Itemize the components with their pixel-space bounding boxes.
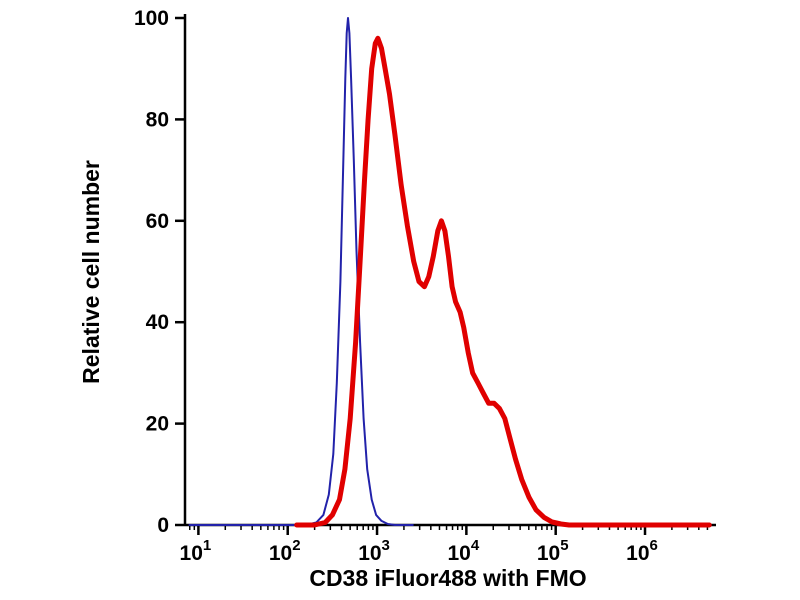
- x-axis-title: CD38 iFluor488 with FMO: [309, 565, 586, 591]
- x-tick-label: 105: [537, 537, 569, 565]
- x-tick-label: 103: [358, 537, 390, 565]
- curve-cd38-ifluor488: [294, 35, 712, 528]
- y-tick-label: 60: [146, 210, 169, 233]
- x-tick-label: 106: [626, 537, 658, 565]
- series-curves: [188, 17, 712, 528]
- y-axis-title: Relative cell number: [78, 160, 104, 384]
- y-tick-label: 20: [146, 413, 169, 436]
- x-tick-label: 104: [448, 537, 480, 565]
- y-tick-label: 100: [134, 7, 169, 30]
- x-tick-label: 101: [180, 537, 212, 565]
- y-tick-label: 80: [146, 108, 169, 131]
- y-tick-label: 40: [146, 311, 169, 334]
- y-tick-label: 0: [157, 514, 169, 537]
- x-tick-label: 102: [269, 537, 301, 565]
- axes: 0 20 40 60 80 100 101 102 103 104 105 106: [134, 7, 716, 565]
- curve-fmo-control: [188, 17, 414, 526]
